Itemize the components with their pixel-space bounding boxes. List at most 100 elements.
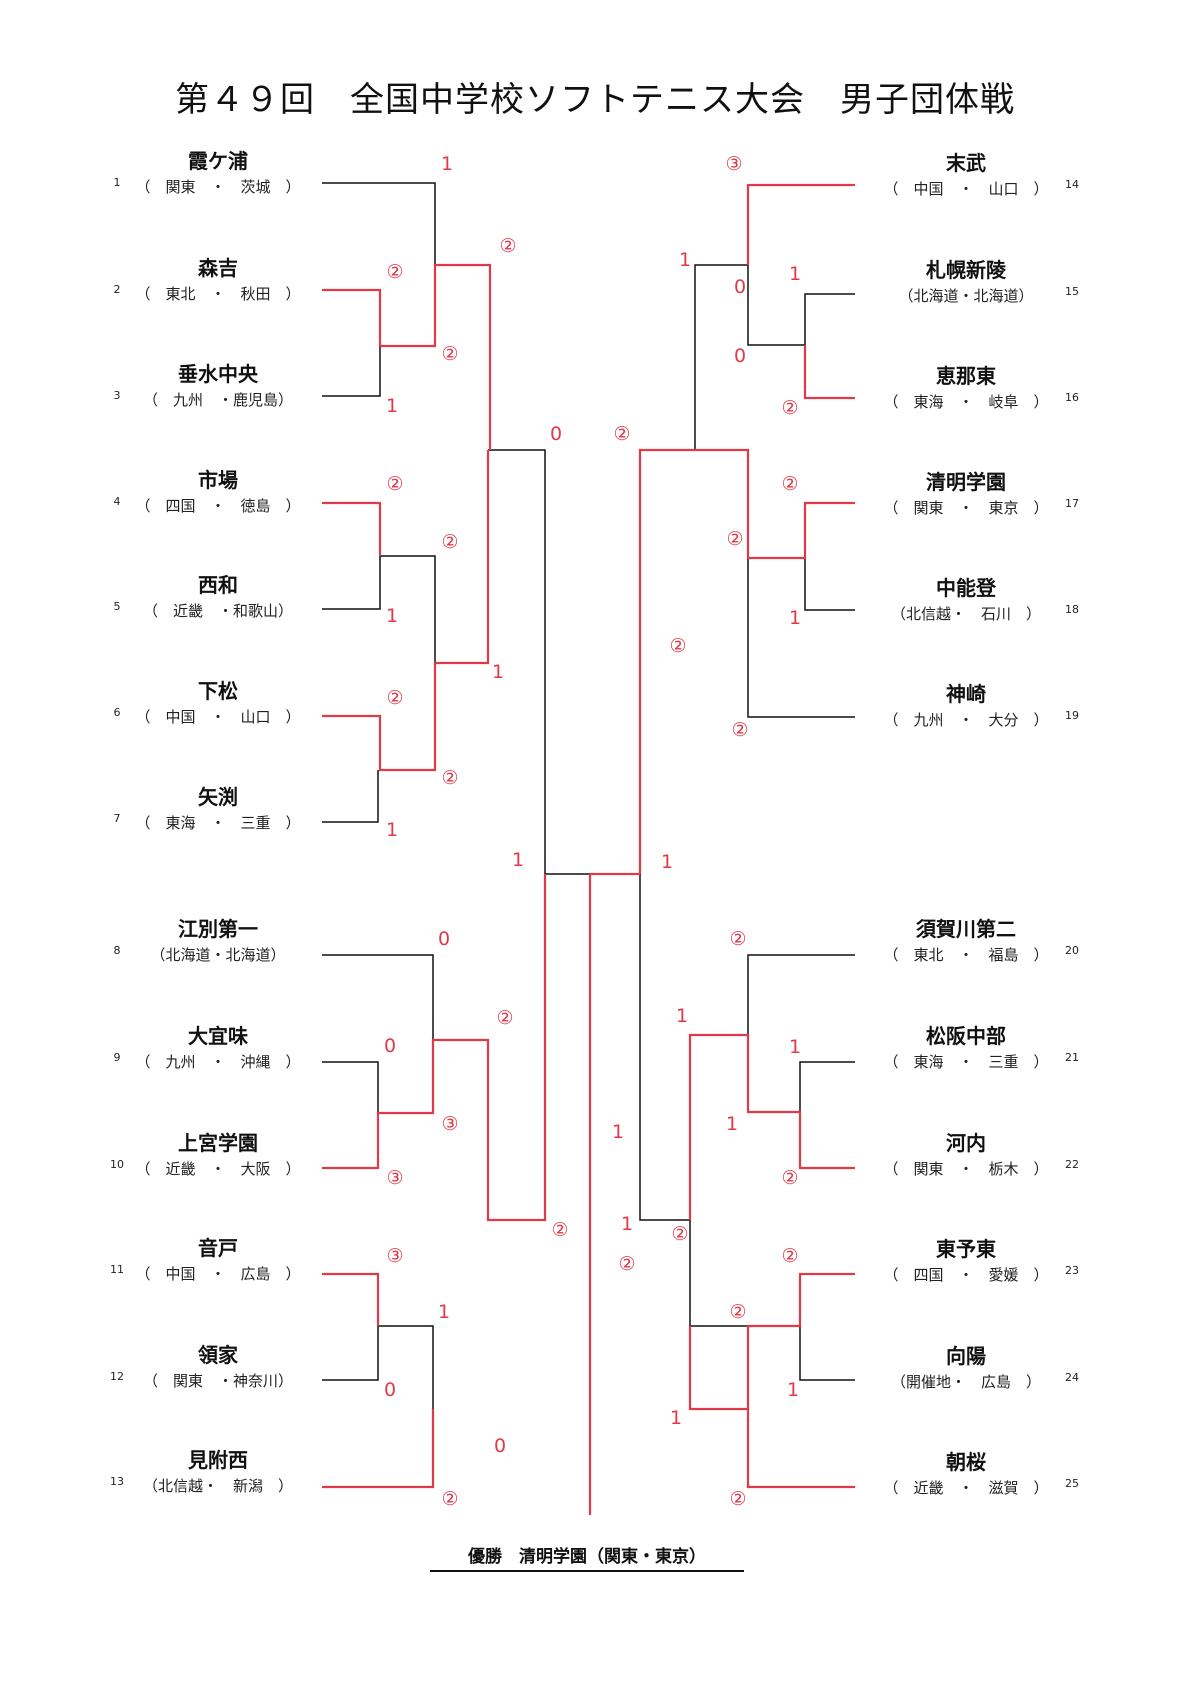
bracket-line xyxy=(322,1061,379,1113)
team-entry: 矢渕 （ 東海 ・ 三重 ） 7 xyxy=(114,785,301,832)
team-seed: 16 xyxy=(1065,391,1079,404)
team-entry: 江別第一 （北海道・北海道） 8 xyxy=(114,917,286,964)
match-score: 1 xyxy=(512,849,524,871)
match-score: 1 xyxy=(726,1113,738,1135)
match-score: 0 xyxy=(734,276,746,298)
team-seed: 7 xyxy=(114,812,121,825)
team-seed: 17 xyxy=(1065,497,1079,510)
match-score: ② xyxy=(386,473,403,495)
team-seed: 9 xyxy=(114,1051,121,1064)
match-score: 1 xyxy=(386,395,398,417)
score-labels: 1 ② ② 1 ② ② 0 ② 1 1 ② ② 1 1 1 ② 0 ② 0 ③ ③ ③ 1 0 0 ② ② ③ 0 1 0 ② ② ② 1 ② ② 1 1 ②… xyxy=(384,153,801,1510)
team-name: 神崎 xyxy=(946,682,986,706)
team-name: 西和 xyxy=(198,573,238,597)
match-score: ② xyxy=(441,343,458,365)
match-score: ② xyxy=(441,767,458,789)
team-region: （ 中国 ・ 山口 ） xyxy=(883,180,1048,198)
bracket-line xyxy=(799,1326,855,1381)
team-region: （ 中国 ・ 広島 ） xyxy=(135,1265,300,1283)
bracket-line-winner xyxy=(322,263,492,450)
bracket-line-winner xyxy=(638,448,855,874)
match-score: 1 xyxy=(492,661,504,683)
bracket-line xyxy=(322,182,436,265)
team-region: （ 近畿 ・ 大阪 ） xyxy=(135,1160,300,1178)
team-entry: 西和 （ 近畿 ・和歌山） 5 xyxy=(114,573,294,620)
team-seed: 13 xyxy=(110,1475,124,1488)
match-score: ③ xyxy=(441,1113,458,1135)
match-score: 1 xyxy=(789,263,801,285)
team-seed: 8 xyxy=(114,944,121,957)
team-entry: 神崎 （ 九州 ・ 大分 ） 19 xyxy=(883,682,1079,729)
team-entry: 東予東 （ 四国 ・ 愛媛 ） 23 xyxy=(883,1237,1079,1284)
team-region: （北海道・北海道） xyxy=(150,946,285,964)
match-score: ③ xyxy=(386,1167,403,1189)
bracket-line-winner xyxy=(322,874,547,1222)
bracket-line xyxy=(322,556,381,610)
bracket-line xyxy=(590,264,748,875)
team-entry: 音戸 （ 中国 ・ 広島 ） 11 xyxy=(110,1236,301,1283)
match-score: ② xyxy=(551,1219,568,1241)
team-name: 河内 xyxy=(946,1131,986,1155)
bracket-line-winner xyxy=(803,345,855,400)
team-region: （ 九州 ・ 大分 ） xyxy=(883,711,1048,729)
bracket-line xyxy=(322,770,379,823)
team-name: 向陽 xyxy=(946,1344,986,1368)
bracket-line-winner xyxy=(322,1272,380,1326)
match-score: 1 xyxy=(789,607,801,629)
match-score: 1 xyxy=(789,1036,801,1058)
match-score: 1 xyxy=(676,1005,688,1027)
match-score: 0 xyxy=(734,345,746,367)
match-score: ② xyxy=(671,1223,688,1245)
team-name: 東予東 xyxy=(936,1237,996,1261)
team-region: （ 東海 ・ 三重 ） xyxy=(883,1053,1048,1071)
team-region: （北海道・北海道） xyxy=(898,287,1033,305)
bracket-lines-loser xyxy=(322,182,855,1409)
team-seed: 11 xyxy=(110,1263,124,1276)
match-score: ② xyxy=(441,531,458,553)
team-entry: 末武 （ 中国 ・ 山口 ） 14 xyxy=(883,151,1079,198)
team-seed: 19 xyxy=(1065,709,1079,722)
bracket-line xyxy=(488,449,590,875)
team-entry: 恵那東 （ 東海 ・ 岐阜 ） 16 xyxy=(883,364,1079,411)
match-score: ② xyxy=(729,1488,746,1510)
team-name: 下松 xyxy=(198,679,238,703)
bracket-line xyxy=(322,346,381,397)
match-score: 0 xyxy=(550,423,562,445)
match-score: ③ xyxy=(725,153,742,175)
team-name: 霞ケ浦 xyxy=(188,149,248,173)
team-entry: 中能登 （北信越・ 石川 ） 18 xyxy=(891,576,1079,623)
team-region: （ 東北 ・ 福島 ） xyxy=(883,946,1048,964)
team-region: （ 東海 ・ 岐阜 ） xyxy=(883,393,1048,411)
team-name: 領家 xyxy=(198,1343,239,1367)
match-score: 0 xyxy=(384,1035,396,1057)
match-score: 1 xyxy=(612,1121,624,1143)
team-seed: 24 xyxy=(1065,1371,1079,1384)
match-score: ② xyxy=(729,928,746,950)
team-region: （ 九州 ・ 沖縄 ） xyxy=(135,1053,300,1071)
bracket-line-winner xyxy=(688,1033,855,1220)
team-name: 矢渕 xyxy=(198,785,238,809)
team-region: （ 中国 ・ 山口 ） xyxy=(135,708,300,726)
team-name: 江別第一 xyxy=(178,917,258,941)
team-entry: 森吉 （ 東北 ・ 秋田 ） 2 xyxy=(114,256,301,303)
match-score: ② xyxy=(781,1245,798,1267)
team-region: （ 関東 ・ 茨城 ） xyxy=(135,178,300,196)
team-name: 朝桜 xyxy=(946,1450,986,1474)
team-name: 松阪中部 xyxy=(926,1024,1006,1048)
match-score: ② xyxy=(613,423,630,445)
team-name: 大宜味 xyxy=(188,1024,248,1048)
bracket-line xyxy=(747,265,805,346)
match-score: ② xyxy=(441,1488,458,1510)
team-region: （北信越・ 新潟 ） xyxy=(143,1477,293,1495)
match-score: 0 xyxy=(438,928,450,950)
match-score: ② xyxy=(781,1167,798,1189)
team-name: 清明学園 xyxy=(926,470,1006,494)
match-score: ② xyxy=(731,719,748,741)
match-score: 0 xyxy=(494,1435,506,1457)
match-score: ② xyxy=(781,473,798,495)
team-name: 恵那東 xyxy=(936,364,996,388)
match-score: ② xyxy=(729,1301,746,1323)
team-entry: 垂水中央 （ 九州 ・鹿児島） 3 xyxy=(114,362,294,409)
team-seed: 21 xyxy=(1065,1051,1079,1064)
bracket-line-winner xyxy=(322,1409,435,1489)
